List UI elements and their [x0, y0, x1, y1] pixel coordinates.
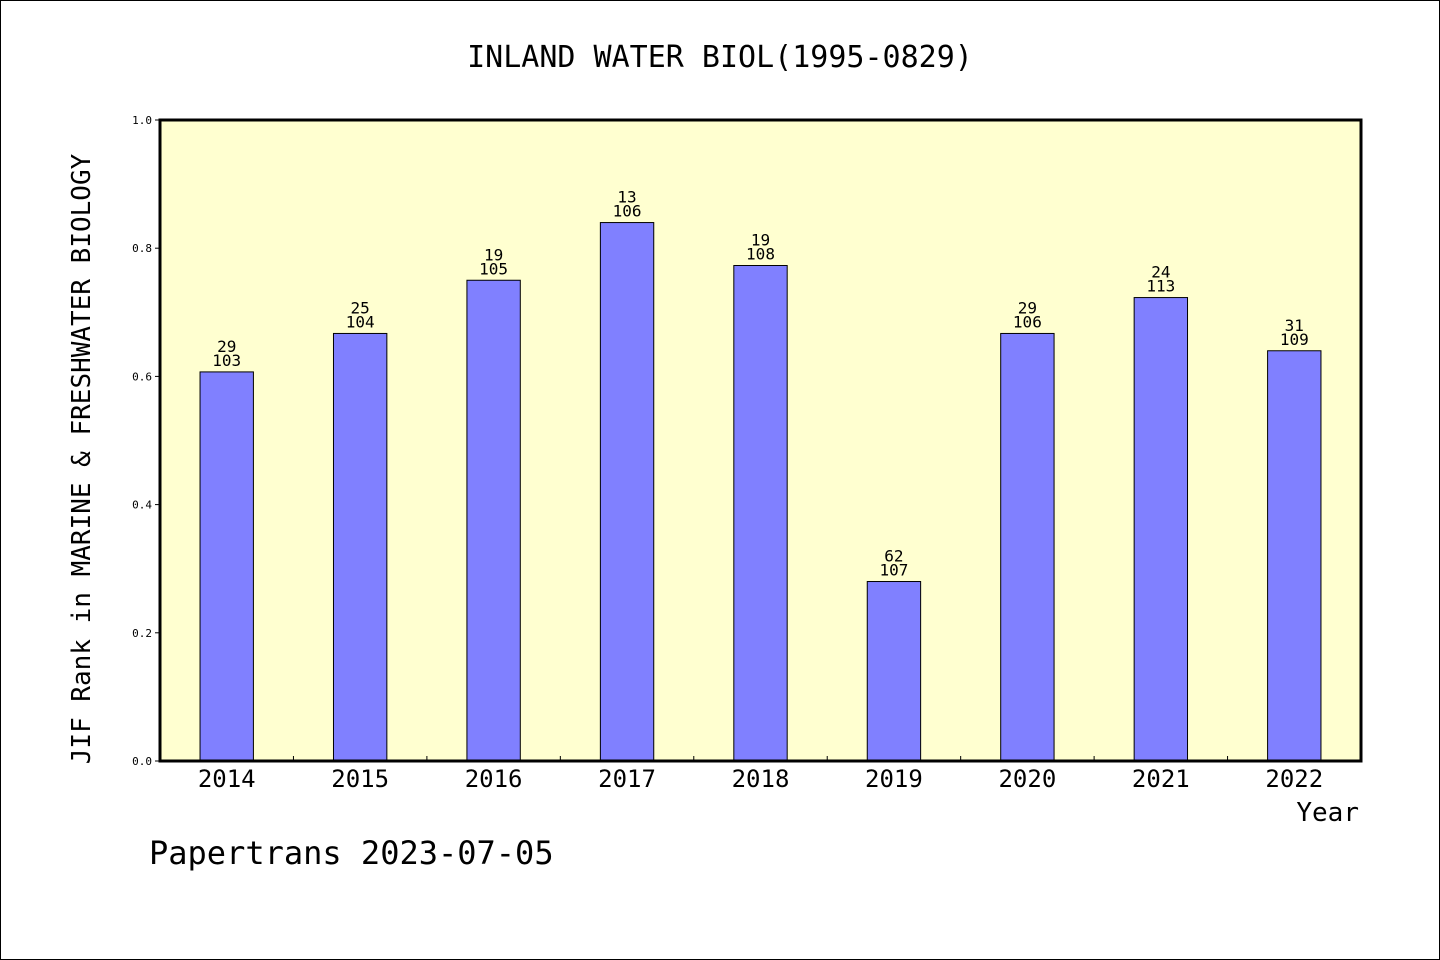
bar-total-label: 108: [746, 245, 775, 264]
bars-layer: [199, 222, 1322, 762]
bar-2022: [1267, 350, 1322, 762]
x-tick-label: 2017: [598, 765, 656, 793]
x-axis-label: Year: [1296, 798, 1359, 828]
bar-2019: [866, 581, 922, 762]
x-tick-label: 2019: [865, 765, 923, 793]
bar-rank-label: 19: [484, 245, 503, 264]
bar-rank-label: 13: [617, 188, 636, 207]
x-tick-label: 2022: [1265, 765, 1323, 793]
bar-2021: [1133, 297, 1189, 762]
chart-title: INLAND WATER BIOL(1995-0829): [467, 40, 973, 75]
x-tick-label: 2014: [198, 765, 256, 793]
bar-total-label: 106: [613, 202, 642, 221]
bar-rank-label: 62: [884, 547, 903, 566]
x-tick-label: 2016: [465, 765, 523, 793]
x-tick-label: 2018: [732, 765, 790, 793]
bar-total-label: 106: [1013, 312, 1042, 331]
x-tick-label: 2021: [1132, 765, 1190, 793]
bar-rank-label: 24: [1151, 263, 1170, 282]
bar-2018: [733, 265, 788, 762]
bar-total-label: 113: [1146, 277, 1175, 296]
y-axis-label: JIF Rank in MARINE & FRESHWATER BIOLOGY: [67, 153, 97, 764]
bar-labels-layer: 2910325104191051310619108621072910624113…: [212, 188, 1308, 580]
bar-2017: [599, 222, 655, 762]
bar-rank-label: 29: [1018, 298, 1037, 317]
footer-credit: Papertrans 2023-07-05: [149, 834, 554, 872]
y-tick-label: 0.6: [132, 370, 152, 383]
bar-total-label: 104: [346, 312, 375, 331]
bar-total-label: 107: [879, 561, 908, 580]
bar-rank-label: 25: [351, 298, 370, 317]
bar-total-label: 105: [479, 259, 508, 278]
y-axis: 0.0 0.2 0.4 0.6 0.8 1.0: [132, 114, 160, 768]
bar-2014: [199, 371, 254, 762]
bar-total-label: 109: [1280, 330, 1309, 349]
bar-rank-label: 29: [217, 337, 236, 356]
plot-frame: [158, 118, 1363, 763]
y-tick-label: 1.0: [132, 114, 152, 127]
bar-rank-label: 31: [1285, 316, 1304, 335]
y-tick-label: 0.4: [132, 499, 152, 512]
x-tick-label: 2020: [998, 765, 1056, 793]
y-tick-label: 0.0: [132, 755, 152, 768]
bar-total-label: 103: [212, 351, 241, 370]
x-axis: 2014 2015 2016 2017 2018 2019 2020 2021 2022: [198, 756, 1323, 793]
bar-2015: [332, 332, 388, 762]
x-tick-label: 2015: [331, 765, 389, 793]
y-tick-label: 0.2: [132, 627, 152, 640]
bar-rank-label: 19: [751, 231, 770, 250]
bar-2016: [466, 279, 521, 762]
bar-2020: [1000, 332, 1055, 762]
y-tick-label: 0.8: [132, 242, 152, 255]
